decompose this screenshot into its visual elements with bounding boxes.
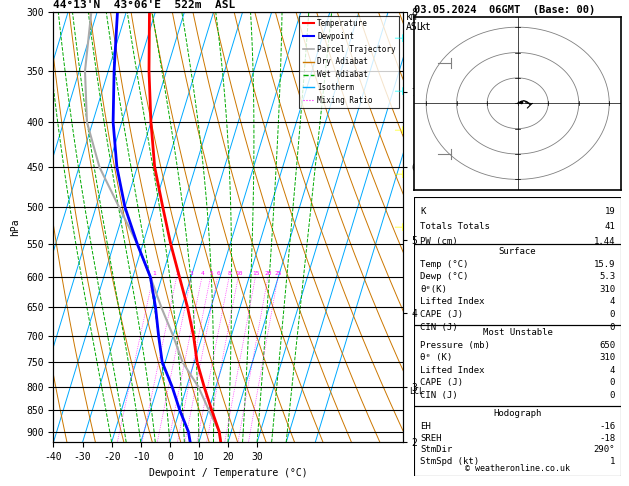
Legend: Temperature, Dewpoint, Parcel Trajectory, Dry Adiabat, Wet Adiabat, Isotherm, Mi: Temperature, Dewpoint, Parcel Trajectory… <box>299 16 399 108</box>
Text: StmSpd (kt): StmSpd (kt) <box>420 457 479 466</box>
Text: Totals Totals: Totals Totals <box>420 222 490 231</box>
Text: EH: EH <box>420 422 431 431</box>
Text: km: km <box>406 12 418 22</box>
Text: Surface: Surface <box>499 247 537 256</box>
Text: CIN (J): CIN (J) <box>420 391 458 400</box>
Text: 1: 1 <box>610 457 615 466</box>
Text: StmDir: StmDir <box>420 445 452 454</box>
Y-axis label: hPa: hPa <box>11 218 21 236</box>
Text: 10: 10 <box>235 271 243 276</box>
Text: 4: 4 <box>201 271 204 276</box>
Text: 03.05.2024  06GMT  (Base: 00): 03.05.2024 06GMT (Base: 00) <box>414 5 595 15</box>
Text: 3: 3 <box>190 271 194 276</box>
Text: 8: 8 <box>228 271 231 276</box>
Text: Most Unstable: Most Unstable <box>482 328 553 337</box>
Text: SREH: SREH <box>420 434 442 443</box>
Text: ⊣: ⊣ <box>393 87 403 97</box>
Text: 1: 1 <box>152 271 155 276</box>
Text: 44°13'N  43°06'E  522m  ASL: 44°13'N 43°06'E 522m ASL <box>53 0 236 10</box>
Text: -16: -16 <box>599 422 615 431</box>
Text: θᵉ (K): θᵉ (K) <box>420 353 452 363</box>
Text: ⊣: ⊣ <box>393 224 403 233</box>
Text: 25: 25 <box>275 271 282 276</box>
Text: 0: 0 <box>610 391 615 400</box>
Text: LCL: LCL <box>409 387 425 396</box>
Text: 2: 2 <box>175 271 179 276</box>
Text: 290°: 290° <box>594 445 615 454</box>
Text: 0: 0 <box>610 379 615 387</box>
Text: θᵉ(K): θᵉ(K) <box>420 285 447 294</box>
Text: K: K <box>420 207 425 216</box>
Text: 4: 4 <box>610 297 615 307</box>
Text: 650: 650 <box>599 341 615 350</box>
Text: 41: 41 <box>604 222 615 231</box>
Text: 4: 4 <box>610 366 615 375</box>
Text: 5: 5 <box>209 271 213 276</box>
Text: PW (cm): PW (cm) <box>420 237 458 246</box>
Text: CIN (J): CIN (J) <box>420 323 458 331</box>
Text: 0: 0 <box>610 323 615 331</box>
Text: CAPE (J): CAPE (J) <box>420 310 463 319</box>
Text: 5.3: 5.3 <box>599 272 615 281</box>
Text: 19: 19 <box>604 207 615 216</box>
Text: 1.44: 1.44 <box>594 237 615 246</box>
Text: 0: 0 <box>610 310 615 319</box>
Text: Pressure (mb): Pressure (mb) <box>420 341 490 350</box>
Text: -18: -18 <box>599 434 615 443</box>
Text: kt: kt <box>420 22 431 32</box>
Text: Temp (°C): Temp (°C) <box>420 260 469 269</box>
Text: ASL: ASL <box>406 22 423 32</box>
Text: 310: 310 <box>599 285 615 294</box>
Text: 310: 310 <box>599 353 615 363</box>
Text: ⊣: ⊣ <box>393 34 403 44</box>
Text: Lifted Index: Lifted Index <box>420 297 484 307</box>
Text: 20: 20 <box>265 271 272 276</box>
Text: 6: 6 <box>216 271 220 276</box>
X-axis label: Dewpoint / Temperature (°C): Dewpoint / Temperature (°C) <box>148 468 308 478</box>
Text: ⊣: ⊣ <box>393 126 403 136</box>
Text: ⊣: ⊣ <box>393 170 403 180</box>
Text: Lifted Index: Lifted Index <box>420 366 484 375</box>
Text: Dewp (°C): Dewp (°C) <box>420 272 469 281</box>
Text: 15: 15 <box>252 271 260 276</box>
Text: 15.9: 15.9 <box>594 260 615 269</box>
Text: © weatheronline.co.uk: © weatheronline.co.uk <box>465 465 570 473</box>
Text: CAPE (J): CAPE (J) <box>420 379 463 387</box>
Text: Hodograph: Hodograph <box>494 409 542 418</box>
